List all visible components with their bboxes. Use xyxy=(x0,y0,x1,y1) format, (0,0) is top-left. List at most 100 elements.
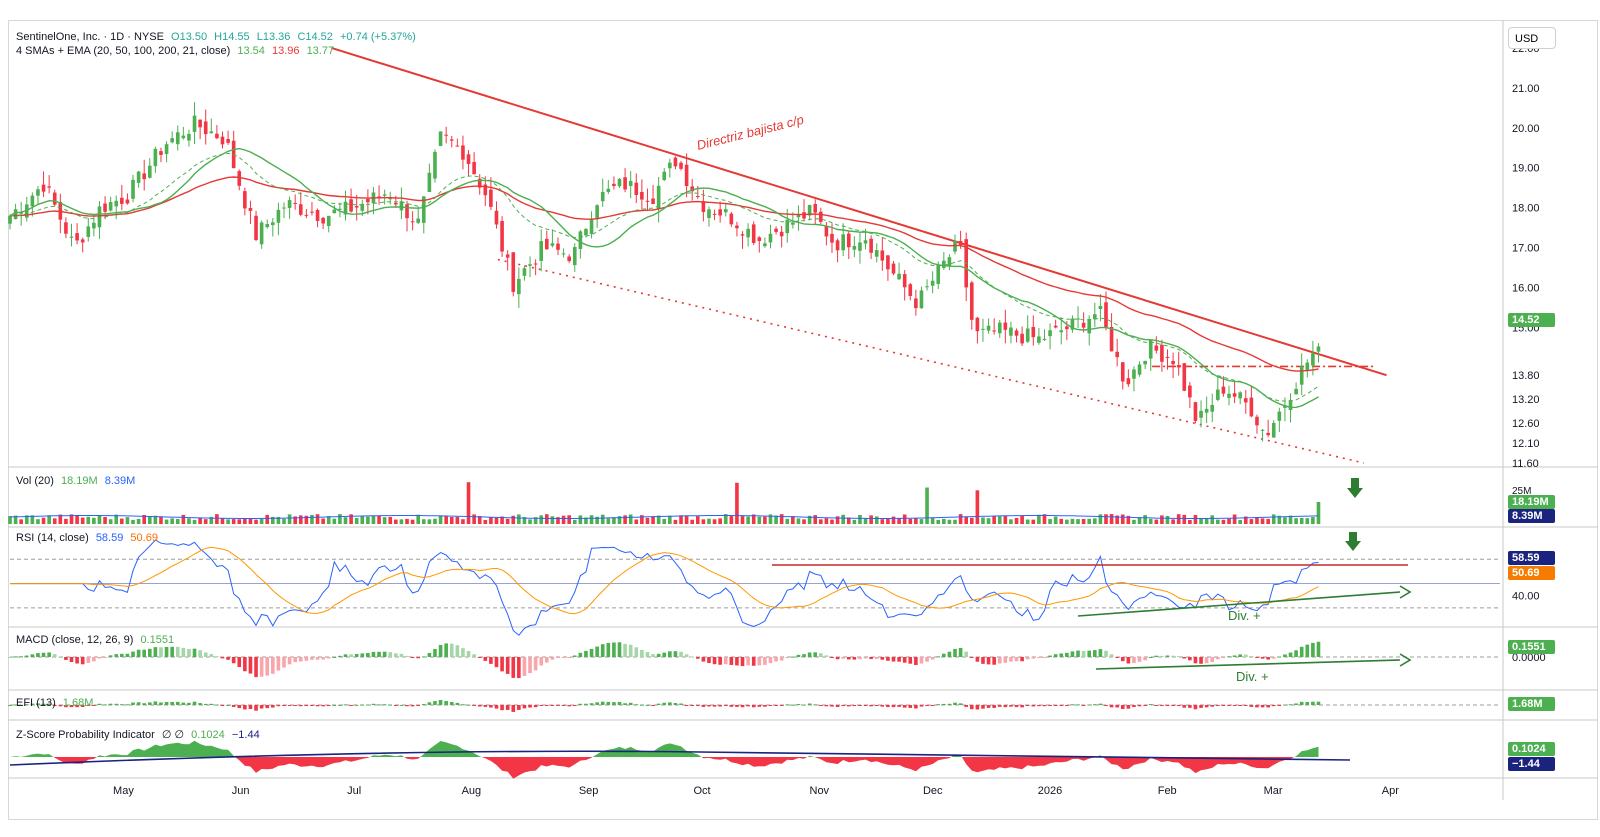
efi-bar xyxy=(1098,703,1103,705)
macd-histogram-bar xyxy=(349,654,353,657)
volume-ma-line xyxy=(9,515,1319,519)
candle xyxy=(992,330,996,332)
macd-histogram-bar xyxy=(953,648,957,657)
volume-bar xyxy=(1037,514,1041,524)
candle xyxy=(164,144,169,155)
macd-histogram-bar xyxy=(304,657,309,661)
macd-histogram-bar xyxy=(248,657,253,674)
macd-histogram-bar xyxy=(366,653,370,657)
efi-bar xyxy=(969,705,974,710)
efi-bar xyxy=(1199,705,1203,708)
candle xyxy=(203,121,208,135)
macd-tick-label: 0.0000 xyxy=(1512,652,1546,664)
volume-bar xyxy=(159,516,163,524)
macd-histogram-bar xyxy=(1092,650,1097,657)
volume-legend[interactable]: Vol (20) 18.19M 8.39M xyxy=(16,475,139,487)
ma-legend[interactable]: 4 SMAs + EMA (20, 50, 100, 200, 21, clos… xyxy=(16,45,338,57)
efi-bar xyxy=(276,705,281,707)
candle xyxy=(824,226,829,237)
volume-bar xyxy=(550,516,555,524)
efi-bar xyxy=(572,705,577,706)
macd-histogram-bar xyxy=(763,657,767,665)
efi-bar xyxy=(1165,705,1170,706)
macd-histogram-bar xyxy=(1087,650,1092,657)
macd-histogram-bar xyxy=(1070,651,1075,657)
ohlc-low: L13.36 xyxy=(256,31,291,43)
efi-bar xyxy=(410,705,415,707)
candle xyxy=(718,209,722,216)
price-tick-label: 21.00 xyxy=(1512,83,1540,95)
efi-bar xyxy=(1277,705,1282,706)
macd-histogram-bar xyxy=(902,657,907,663)
candle xyxy=(147,165,152,178)
macd-histogram-bar xyxy=(595,646,599,657)
volume-bar xyxy=(975,490,980,524)
macd-histogram-bar xyxy=(209,654,214,657)
rsi-legend[interactable]: RSI (14, close) 58.59 50.69 xyxy=(16,532,162,544)
candle xyxy=(791,222,795,225)
efi-bar xyxy=(1048,705,1052,706)
efi-bar xyxy=(1025,705,1030,706)
efi-bar xyxy=(282,705,286,706)
chart-frame xyxy=(8,20,1598,820)
efi-bar xyxy=(645,704,650,706)
macd-histogram-bar xyxy=(394,653,398,657)
currency-button[interactable]: USD xyxy=(1508,27,1556,49)
efi-bar xyxy=(1065,705,1069,706)
candle xyxy=(298,204,303,215)
price-tick-label: 18.00 xyxy=(1512,203,1540,215)
macd-histogram-bar xyxy=(1137,657,1142,662)
candle xyxy=(690,186,695,192)
volume-bar xyxy=(729,516,734,524)
symbol-title: SentinelOne, Inc. · 1D · NYSE xyxy=(16,31,164,43)
candle xyxy=(1311,353,1315,366)
macd-histogram-bar xyxy=(1042,657,1047,658)
price-tick-label: 19.00 xyxy=(1512,163,1540,175)
efi-legend[interactable]: EFI (13) 1.68M xyxy=(16,697,97,709)
macd-legend[interactable]: MACD (close, 12, 26, 9) 0.1551 xyxy=(16,634,178,646)
macd-histogram-bar xyxy=(600,644,605,657)
volume-bar xyxy=(287,514,292,524)
macd-histogram-bar xyxy=(852,657,857,660)
volume-bar xyxy=(1120,514,1125,524)
macd-histogram-bar xyxy=(1277,656,1282,658)
candle xyxy=(1042,338,1047,340)
candle xyxy=(891,263,896,274)
macd-histogram-bar xyxy=(505,657,510,674)
macd-histogram-bar xyxy=(807,652,812,657)
efi-bar xyxy=(818,705,823,706)
volume-bar xyxy=(489,517,493,524)
candle xyxy=(86,226,91,237)
candle xyxy=(1316,346,1321,352)
macd-histogram-bar xyxy=(1210,657,1215,663)
volume-bar xyxy=(1014,517,1019,524)
time-axis-label: Feb xyxy=(1158,785,1177,797)
candle xyxy=(600,191,605,202)
symbol-legend[interactable]: SentinelOne, Inc. · 1D · NYSE O13.50 H14… xyxy=(16,31,420,43)
volume-bar xyxy=(1092,518,1097,524)
volume-bar xyxy=(634,519,639,524)
volume-bar xyxy=(1154,519,1159,524)
efi-bar xyxy=(8,705,12,706)
efi-bar xyxy=(673,703,678,705)
candle xyxy=(47,186,51,188)
volume-bar xyxy=(925,487,929,524)
macd-histogram-bar xyxy=(24,655,29,657)
candle xyxy=(740,234,745,236)
efi-bar xyxy=(908,705,913,708)
macd-histogram-bar xyxy=(785,657,790,659)
candle xyxy=(723,209,728,213)
macd-histogram-bar xyxy=(545,657,549,663)
macd-histogram-bar xyxy=(1299,646,1304,657)
volume-bar xyxy=(13,515,18,524)
volume-bar xyxy=(64,518,68,524)
candle xyxy=(969,282,974,320)
candle xyxy=(1120,362,1125,382)
volume-bar xyxy=(271,516,275,524)
zscore-legend[interactable]: Z-Score Probability Indicator ∅ ∅ 0.1024… xyxy=(16,728,264,741)
macd-histogram-bar xyxy=(567,657,571,658)
candle xyxy=(785,219,790,234)
price-tick-label: 12.10 xyxy=(1512,438,1540,450)
efi-bar xyxy=(120,704,124,706)
